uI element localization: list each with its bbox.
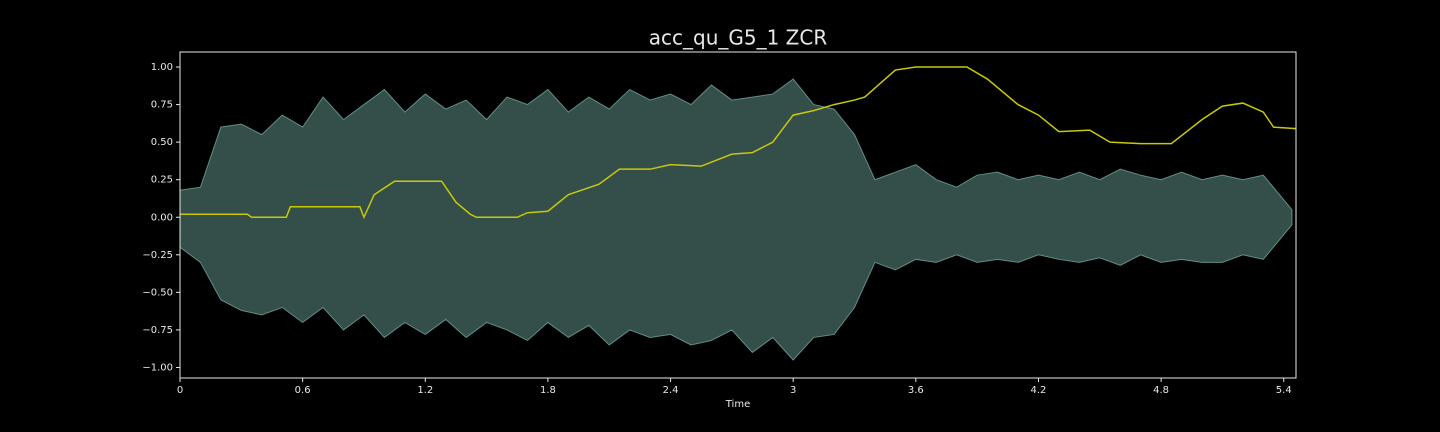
y-tick-label: −0.50	[142, 287, 173, 298]
y-tick-label: −1.00	[142, 362, 173, 373]
x-tick-label: 4.2	[1031, 385, 1047, 396]
x-tick-label: 1.2	[417, 385, 433, 396]
y-tick-label: −0.25	[142, 250, 173, 261]
x-tick-label: 3.6	[908, 385, 924, 396]
x-tick-label: 4.8	[1153, 385, 1169, 396]
y-tick-label: 0.25	[151, 175, 173, 186]
y-tick-label: 0.50	[151, 137, 173, 148]
y-tick-label: −0.75	[142, 325, 173, 336]
x-tick-label: 0.6	[295, 385, 311, 396]
y-tick-label: 0.00	[151, 212, 173, 223]
x-tick-label: 3	[790, 385, 796, 396]
zcr-line	[180, 66, 1297, 220]
y-tick-label: 0.75	[151, 100, 173, 111]
plot-frame	[179, 51, 1297, 379]
x-tick-label: 0	[177, 385, 183, 396]
x-tick-label: 5.4	[1276, 385, 1292, 396]
x-tick-label: 1.8	[540, 385, 556, 396]
x-tick-label: 2.4	[663, 385, 679, 396]
waveform-area	[179, 78, 1293, 361]
x-axis-label: Time	[725, 399, 750, 410]
y-tick-label: 1.00	[151, 62, 173, 73]
chart-title: acc_qu_G5_1 ZCR	[649, 26, 828, 50]
